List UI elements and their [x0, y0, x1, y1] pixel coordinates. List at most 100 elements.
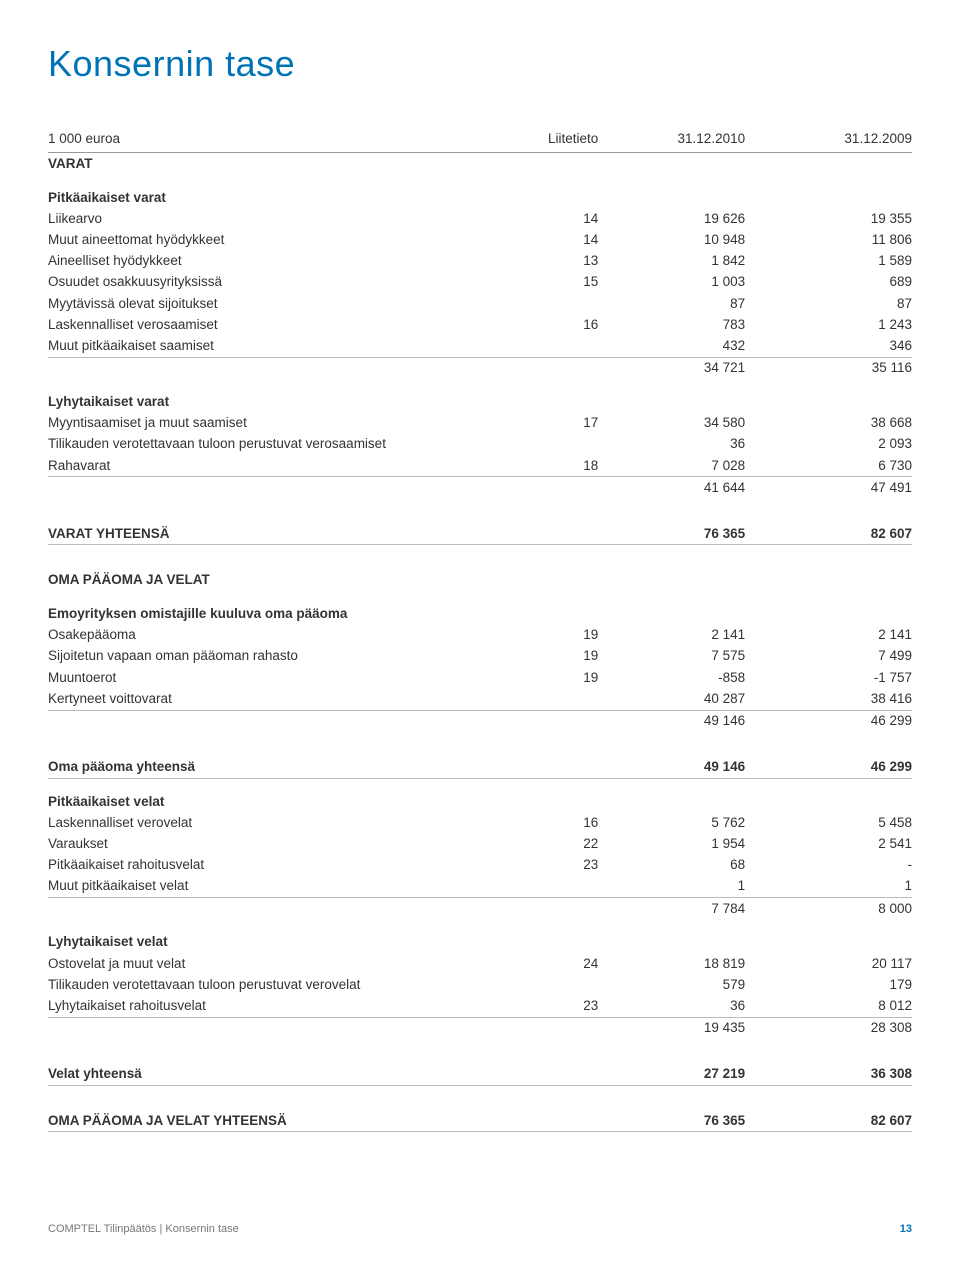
row-value: 68: [618, 855, 765, 876]
row-value: 7 499: [765, 646, 912, 667]
row-value: [618, 153, 765, 175]
row-label: Lyhytaikaiset rahoitusvelat: [48, 996, 480, 1018]
row-value: 5 762: [618, 812, 765, 833]
row-value: 5 458: [765, 812, 912, 833]
row-value: [618, 545, 765, 591]
data-row: Muut aineettomat hyödykkeet1410 94811 80…: [48, 229, 912, 250]
row-value: 19 435: [618, 1017, 765, 1039]
row-label: Myyntisaamiset ja muut saamiset: [48, 413, 480, 434]
row-value: 36 308: [765, 1039, 912, 1085]
row-label: Lyhytaikaiset varat: [48, 379, 480, 413]
row-label: [48, 710, 480, 732]
row-value: [765, 175, 912, 209]
row-value: -1 757: [765, 667, 912, 688]
row-value: [618, 379, 765, 413]
row-value: [765, 591, 912, 625]
row-value: 8 000: [765, 898, 912, 920]
row-value: 46 299: [765, 710, 912, 732]
row-label: [48, 477, 480, 499]
section-heading: Pitkäaikaiset velat: [48, 778, 912, 812]
row-label: Muut aineettomat hyödykkeet: [48, 229, 480, 250]
page-footer: COMPTEL Tilinpäätös | Konsernin tase 13: [48, 1222, 912, 1237]
row-label: Sijoitetun vapaan oman pääoman rahasto: [48, 646, 480, 667]
data-row: Tilikauden verotettavaan tuloon perustuv…: [48, 434, 912, 455]
row-value: [480, 591, 618, 625]
row-value: [480, 710, 618, 732]
row-label: [48, 898, 480, 920]
row-label: Muut pitkäaikaiset velat: [48, 876, 480, 898]
subtotal-row: 19 43528 308: [48, 1017, 912, 1039]
row-value: 1: [618, 876, 765, 898]
row-value: 41 644: [618, 477, 765, 499]
row-label: [48, 1017, 480, 1039]
row-value: 17: [480, 413, 618, 434]
data-row: Pitkäaikaiset rahoitusvelat2368-: [48, 855, 912, 876]
row-label: Tilikauden verotettavaan tuloon perustuv…: [48, 974, 480, 995]
row-value: 31.12.2010: [618, 129, 765, 153]
row-value: [480, 1085, 618, 1132]
data-row: Osakepääoma192 1412 141: [48, 625, 912, 646]
table-header-row: 1 000 euroaLiitetieto31.12.201031.12.200…: [48, 129, 912, 153]
row-value: 19 355: [765, 208, 912, 229]
row-value: [765, 545, 912, 591]
data-row: Rahavarat187 0286 730: [48, 455, 912, 477]
row-value: 14: [480, 229, 618, 250]
row-label: Pitkäaikaiset velat: [48, 778, 480, 812]
row-value: 1: [765, 876, 912, 898]
row-label: VARAT YHTEENSÄ: [48, 499, 480, 545]
total-row: OMA PÄÄOMA JA VELAT YHTEENSÄ 76 36582 607: [48, 1085, 912, 1132]
row-value: -858: [618, 667, 765, 688]
page-title: Konsernin tase: [48, 40, 912, 89]
row-value: 87: [765, 293, 912, 314]
row-value: 82 607: [765, 1085, 912, 1132]
section-heading: VARAT: [48, 153, 912, 175]
total-row: Oma pääoma yhteensä49 14646 299: [48, 732, 912, 778]
row-label: Pitkäaikaiset rahoitusvelat: [48, 855, 480, 876]
row-label: Velat yhteensä: [48, 1039, 480, 1085]
row-label: Ostovelat ja muut velat: [48, 953, 480, 974]
row-label: Muut pitkäaikaiset saamiset: [48, 336, 480, 358]
row-value: 23: [480, 855, 618, 876]
row-label: OMA PÄÄOMA JA VELAT YHTEENSÄ: [48, 1085, 480, 1132]
footer-breadcrumb: COMPTEL Tilinpäätös | Konsernin tase: [48, 1222, 239, 1237]
subtotal-row: 34 72135 116: [48, 357, 912, 379]
row-label: Lyhytaikaiset velat: [48, 919, 480, 953]
row-value: [480, 898, 618, 920]
row-value: 346: [765, 336, 912, 358]
row-value: 8 012: [765, 996, 912, 1018]
section-heading: OMA PÄÄOMA JA VELAT: [48, 545, 912, 591]
row-value: 1 003: [618, 272, 765, 293]
data-row: Ostovelat ja muut velat2418 81920 117: [48, 953, 912, 974]
row-label: OMA PÄÄOMA JA VELAT: [48, 545, 480, 591]
row-label: Muuntoerot: [48, 667, 480, 688]
row-value: [618, 591, 765, 625]
row-value: [765, 153, 912, 175]
row-value: 19 626: [618, 208, 765, 229]
page-number: 13: [900, 1222, 912, 1237]
row-value: [480, 499, 618, 545]
row-value: 46 299: [765, 732, 912, 778]
row-value: 19: [480, 625, 618, 646]
row-value: 38 668: [765, 413, 912, 434]
row-value: [480, 434, 618, 455]
data-row: Laskennalliset verosaamiset167831 243: [48, 314, 912, 335]
section-heading: Emoyrityksen omistajille kuuluva oma pää…: [48, 591, 912, 625]
row-value: 76 365: [618, 1085, 765, 1132]
subtotal-row: 41 64447 491: [48, 477, 912, 499]
row-label: Varaukset: [48, 834, 480, 855]
row-value: [480, 778, 618, 812]
row-value: [618, 175, 765, 209]
row-value: [480, 876, 618, 898]
row-value: [480, 974, 618, 995]
row-value: [765, 778, 912, 812]
data-row: Osuudet osakkuusyrityksissä151 003689: [48, 272, 912, 293]
row-value: 47 491: [765, 477, 912, 499]
row-value: [480, 153, 618, 175]
row-value: 36: [618, 996, 765, 1018]
section-heading: Lyhytaikaiset varat: [48, 379, 912, 413]
row-value: 783: [618, 314, 765, 335]
row-value: 7 784: [618, 898, 765, 920]
row-value: 40 287: [618, 688, 765, 710]
data-row: Sijoitetun vapaan oman pääoman rahasto19…: [48, 646, 912, 667]
total-row: Velat yhteensä27 21936 308: [48, 1039, 912, 1085]
